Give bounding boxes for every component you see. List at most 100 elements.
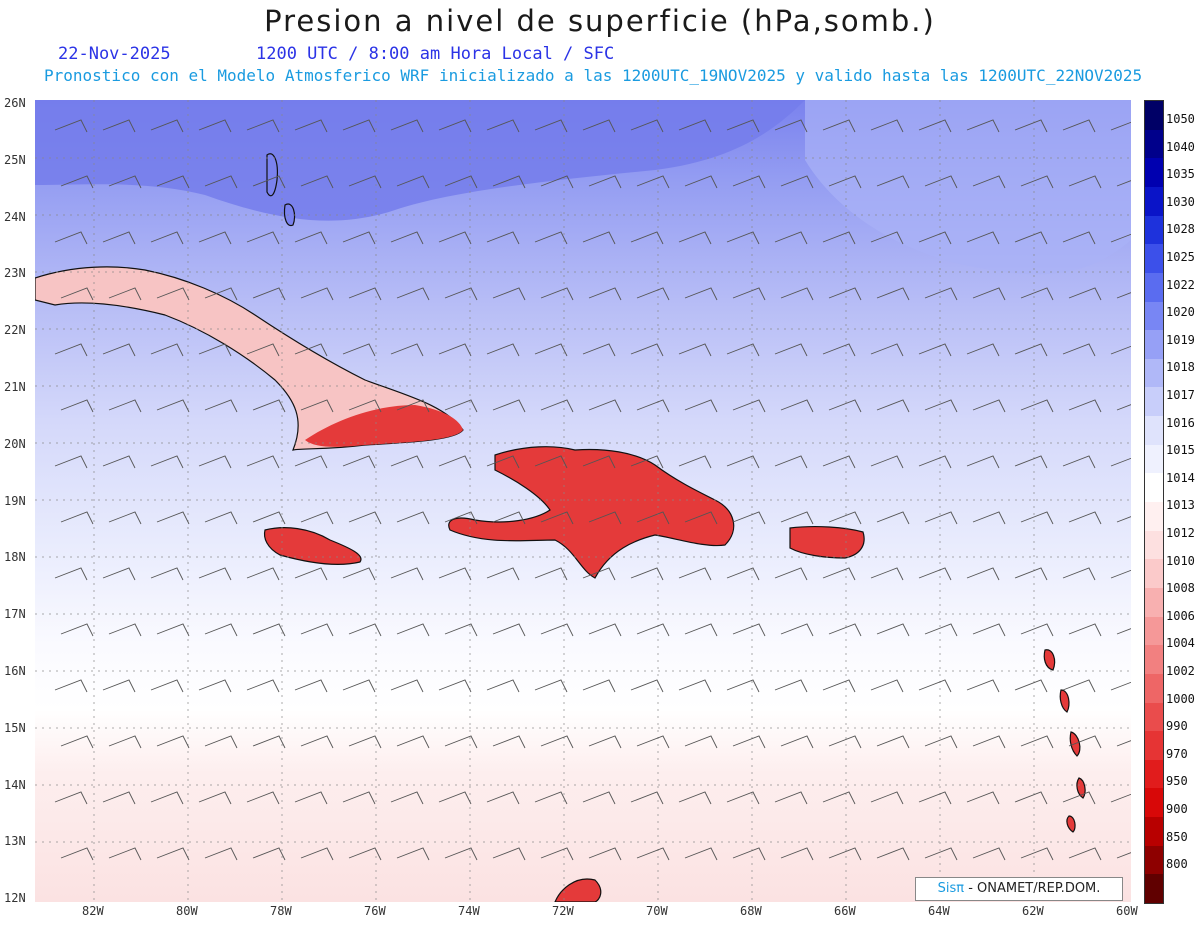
wind-barb <box>1014 231 1048 245</box>
lat-label: 16N <box>4 664 26 678</box>
wind-barb <box>198 679 232 693</box>
wind-barb <box>204 511 238 525</box>
wind-barb <box>726 119 760 133</box>
wind-barb <box>54 231 88 245</box>
wind-barb <box>294 791 328 805</box>
wind-barb <box>582 567 616 581</box>
wind-barb <box>486 231 520 245</box>
wind-barb <box>780 175 814 189</box>
wind-barb <box>156 399 190 413</box>
wind-barb <box>1062 567 1096 581</box>
wind-barb <box>582 119 616 133</box>
wind-barb <box>54 119 88 133</box>
wind-barb <box>252 399 286 413</box>
wind-barb <box>630 343 664 357</box>
wind-barb <box>822 455 856 469</box>
wind-barb <box>204 623 238 637</box>
wind-barb <box>390 455 424 469</box>
wind-barb <box>684 847 718 861</box>
colorbar-segment <box>1145 101 1163 131</box>
wind-barb <box>348 511 382 525</box>
wind-barb <box>924 399 958 413</box>
lesser-antilles-2 <box>1059 689 1070 713</box>
wind-barb <box>444 623 478 637</box>
wind-barb <box>588 399 622 413</box>
wind-barb <box>396 735 430 749</box>
colorbar-label: 1014 <box>1166 470 1195 485</box>
wind-barb <box>876 735 910 749</box>
wind-barb <box>1014 791 1048 805</box>
wind-barb <box>492 511 526 525</box>
wind-barb <box>828 735 862 749</box>
hispaniola-island <box>448 446 735 579</box>
colorbar-label: 1010 <box>1166 553 1195 568</box>
wind-barb <box>390 343 424 357</box>
wind-barb <box>396 623 430 637</box>
wind-barb <box>588 511 622 525</box>
wind-barb <box>300 735 334 749</box>
wind-barb <box>780 847 814 861</box>
wind-barb <box>918 231 952 245</box>
wind-barb <box>492 175 526 189</box>
wind-barb <box>348 287 382 301</box>
lon-label: 82W <box>82 904 104 918</box>
wind-barb <box>1110 793 1131 803</box>
wind-barb <box>678 455 712 469</box>
wind-barb <box>684 287 718 301</box>
wind-barb <box>438 455 472 469</box>
wind-barb <box>108 623 142 637</box>
wind-barb <box>822 119 856 133</box>
map-title: Presion a nivel de superficie (hPa,somb.… <box>264 4 936 38</box>
wind-barb <box>102 567 136 581</box>
wind-barb <box>924 623 958 637</box>
lon-label: 76W <box>364 904 386 918</box>
lon-label: 72W <box>552 904 574 918</box>
wind-barb <box>582 679 616 693</box>
wind-barb <box>252 623 286 637</box>
wind-barb <box>726 567 760 581</box>
wind-barb <box>822 679 856 693</box>
wind-barb <box>198 455 232 469</box>
wind-barb <box>300 287 334 301</box>
colorbar-segment <box>1145 502 1163 532</box>
colorbar-label: 1017 <box>1166 388 1195 402</box>
wind-barb <box>534 679 568 693</box>
wind-barb <box>588 735 622 749</box>
forecast-date: 22-Nov-2025 <box>58 44 171 64</box>
wind-barbs <box>54 119 1131 861</box>
wind-barb <box>390 231 424 245</box>
colorbar-segment <box>1145 845 1163 875</box>
wind-barb <box>102 791 136 805</box>
colorbar-segment <box>1145 874 1163 904</box>
wind-barb <box>870 119 904 133</box>
colorbar-label: 950 <box>1166 774 1188 789</box>
wind-barb <box>630 119 664 133</box>
wind-barb <box>396 511 430 525</box>
wind-barb <box>342 119 376 133</box>
wind-barb <box>156 623 190 637</box>
wind-barb <box>300 399 334 413</box>
andros-island <box>283 203 296 227</box>
wind-barb <box>246 343 280 357</box>
wind-barb <box>534 119 568 133</box>
colorbar-segment <box>1145 473 1163 503</box>
wind-barb <box>252 847 286 861</box>
colorbar-segment <box>1145 272 1163 302</box>
wind-barb <box>1020 175 1054 189</box>
wind-barb <box>390 791 424 805</box>
wind-barb <box>390 119 424 133</box>
wind-barb <box>294 343 328 357</box>
wind-barb <box>204 847 238 861</box>
lesser-antilles-4 <box>1076 777 1086 799</box>
wind-barb <box>444 399 478 413</box>
colorbar-segment <box>1145 186 1163 217</box>
colorbar-segment <box>1145 387 1163 417</box>
wind-barb <box>828 623 862 637</box>
sispi-brand: Sisπ <box>937 881 965 896</box>
wind-barb <box>1116 740 1131 747</box>
wind-barb <box>348 847 382 861</box>
lon-label: 68W <box>740 904 762 918</box>
wind-barb <box>204 735 238 749</box>
wind-barb <box>342 679 376 693</box>
wind-barb <box>1116 516 1131 523</box>
